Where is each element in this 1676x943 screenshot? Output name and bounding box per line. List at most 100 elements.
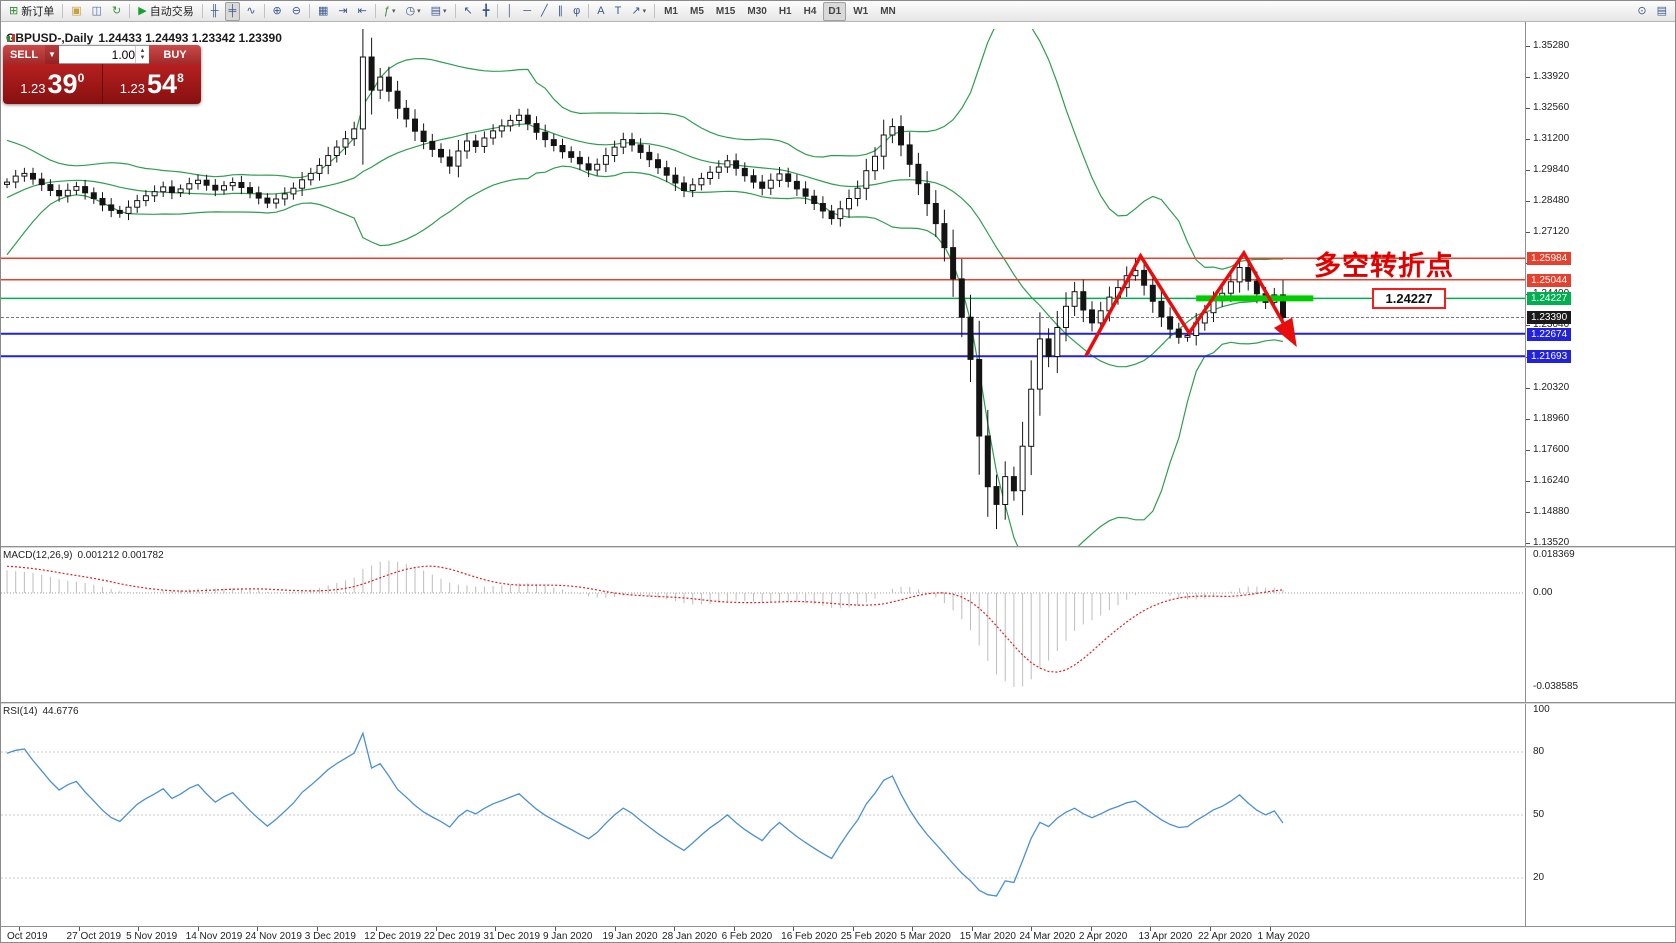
periods-menu-icon: ◷ [405, 4, 416, 17]
date-label: 14 Nov 2019 [185, 931, 243, 942]
time-tick [554, 927, 556, 931]
date-label: 13 Apr 2020 [1138, 931, 1193, 942]
zigzag-arrow[interactable] [1084, 249, 1297, 357]
buy-price-small: 1.23 [119, 81, 146, 96]
price-axis-label: 1.16240 [1533, 474, 1570, 486]
spin-down-icon[interactable]: ▼ [139, 54, 146, 61]
zoom-in-button[interactable]: ⊕ [269, 2, 286, 21]
volume-spinner[interactable]: ▲ ▼ [135, 46, 149, 63]
buy-button[interactable]: BUY [149, 45, 201, 64]
indicators-button[interactable]: ƒ ▾ [380, 2, 400, 21]
volume-input[interactable]: 1.00 ▲ ▼ [59, 45, 149, 64]
cursor-icon: ↖ [463, 4, 473, 17]
templates-button[interactable]: ▤ ▾ [427, 2, 451, 21]
tf-m15-label: M15 [715, 5, 736, 17]
main-toolbar: ⊞ 新订单 ▣ ◫ ↻ ▶ 自动交易 ╫ ╪ ∿ ⊕ ⊖ ▦ ⇥ ⇤ ƒ ▾ ◷ ▾ ▤ ▾ ↖ ╋ │ ─ ╱ ∥ φ A T ↗ ▾ M1 M… [1, 1, 1675, 22]
bar-chart-button[interactable]: ╫ [207, 2, 223, 21]
axis-tick [1526, 480, 1530, 482]
object-list-button[interactable]: ▤ [1653, 2, 1671, 21]
arrow-objects-button[interactable]: ↗ ▾ [627, 2, 650, 21]
time-tick [1031, 927, 1033, 931]
sell-price-display[interactable]: 1.23 39 0 [3, 64, 102, 104]
refresh-button[interactable]: ↻ [108, 2, 125, 21]
tf-mn-button[interactable]: MN [875, 2, 901, 21]
candlestick-chart[interactable] [1, 29, 1525, 546]
spin-up-icon[interactable]: ▲ [139, 47, 146, 54]
zoom-out-button[interactable]: ⊖ [288, 2, 305, 21]
tf-m1-button[interactable]: M1 [659, 2, 683, 21]
channel-icon: ∥ [557, 4, 564, 17]
tf-d1-label: D1 [828, 5, 842, 17]
price-badge: 1.24227 [1527, 292, 1572, 306]
text-label-button[interactable]: T [611, 2, 626, 21]
rsi-axis-label: 50 [1533, 809, 1545, 820]
sell-button[interactable]: SELL [3, 45, 45, 64]
channel-button[interactable]: ∥ [554, 2, 568, 21]
volume-dropdown-button[interactable]: ▼ [45, 45, 59, 64]
line-chart-button[interactable]: ∿ [242, 2, 259, 21]
macd-indicator[interactable] [1, 548, 1525, 702]
tf-h4-button[interactable]: H4 [799, 2, 822, 21]
rsi-indicator[interactable] [1, 704, 1525, 926]
chart-shift-button[interactable]: ⇤ [354, 2, 371, 21]
tf-h1-label: H1 [778, 5, 792, 17]
candlestick-chart-icon: ╪ [228, 4, 237, 17]
tf-m30-button[interactable]: M30 [742, 2, 771, 21]
zoom-out-icon: ⊖ [291, 4, 301, 17]
time-tick [1210, 927, 1211, 931]
axis-tick [1526, 170, 1530, 172]
price-badge: 1.25044 [1527, 273, 1572, 287]
crosshair-button[interactable]: ╋ [479, 2, 494, 21]
tf-d1-button[interactable]: D1 [823, 1, 847, 21]
price-axis-label: 1.33920 [1533, 71, 1570, 83]
new-order-label: 新订单 [21, 6, 55, 18]
tile-windows-button[interactable]: ▦ [314, 2, 332, 21]
time-tick [257, 927, 259, 931]
time-axis[interactable]: Oct 2019 27 Oct 2019 5 Nov 2019 14 Nov 2019… [1, 926, 1675, 942]
pane-splitter[interactable] [1, 546, 1675, 548]
price-axis[interactable]: 1.35280 1.33920 1.32560 1.31200 1.29840 1.284… [1525, 22, 1675, 926]
text-button[interactable]: A [593, 2, 608, 21]
time-tick [733, 927, 735, 931]
price-axis-label: 1.17600 [1533, 443, 1570, 455]
date-label: 1 May 2020 [1257, 931, 1310, 942]
macd-label: MACD(12,26,9) 0.001212 0.001782 [3, 550, 169, 561]
new-chart-button[interactable]: ▣ [67, 2, 85, 21]
toolbar-separator [62, 4, 64, 18]
buy-price-display[interactable]: 1.23 54 8 [103, 64, 202, 104]
axis-tick [1526, 46, 1530, 47]
search-button[interactable]: ⊙ [1633, 2, 1650, 21]
vertical-line-button[interactable]: │ [502, 2, 517, 21]
time-tick [495, 927, 497, 931]
rsi-axis-label: 20 [1533, 872, 1545, 883]
periods-menu-button[interactable]: ◷ ▾ [401, 2, 424, 21]
horizontal-line-button[interactable]: ─ [519, 2, 535, 21]
time-tick [674, 927, 676, 931]
date-label: 25 Feb 2020 [840, 931, 897, 942]
auto-scroll-button[interactable]: ⇥ [334, 2, 351, 21]
tf-h1-button[interactable]: H1 [774, 2, 797, 21]
pane-splitter[interactable] [1, 702, 1675, 704]
tf-m5-button[interactable]: M5 [685, 2, 709, 21]
periods-menu-caret: ▾ [417, 8, 421, 15]
rsi-name: RSI(14) [3, 706, 38, 717]
cursor-button[interactable]: ↖ [460, 2, 477, 21]
time-tick [138, 927, 140, 931]
price-axis-label: 1.13520 [1533, 536, 1570, 548]
tf-m15-button[interactable]: M15 [711, 2, 740, 21]
new-order-button[interactable]: ⊞ 新订单 [5, 2, 58, 21]
date-label: 6 Feb 2020 [721, 931, 773, 942]
algo-trading-button[interactable]: ▶ 自动交易 [134, 2, 197, 21]
macd-values: 0.001212 0.001782 [77, 550, 164, 561]
volume-value: 1.00 [111, 47, 135, 62]
new-order-icon: ⊞ [9, 4, 19, 17]
date-label: 22 Apr 2020 [1198, 931, 1252, 942]
candlestick-chart-button[interactable]: ╪ [224, 1, 241, 21]
date-label: 2 Apr 2020 [1078, 931, 1128, 942]
fibonacci-button[interactable]: φ [569, 2, 584, 21]
tf-w1-button[interactable]: W1 [848, 2, 873, 21]
profiles-button[interactable]: ◫ [88, 2, 106, 21]
trendline-button[interactable]: ╱ [537, 2, 552, 21]
toolbar-separator [374, 4, 376, 18]
toolbar-separator [454, 4, 456, 18]
